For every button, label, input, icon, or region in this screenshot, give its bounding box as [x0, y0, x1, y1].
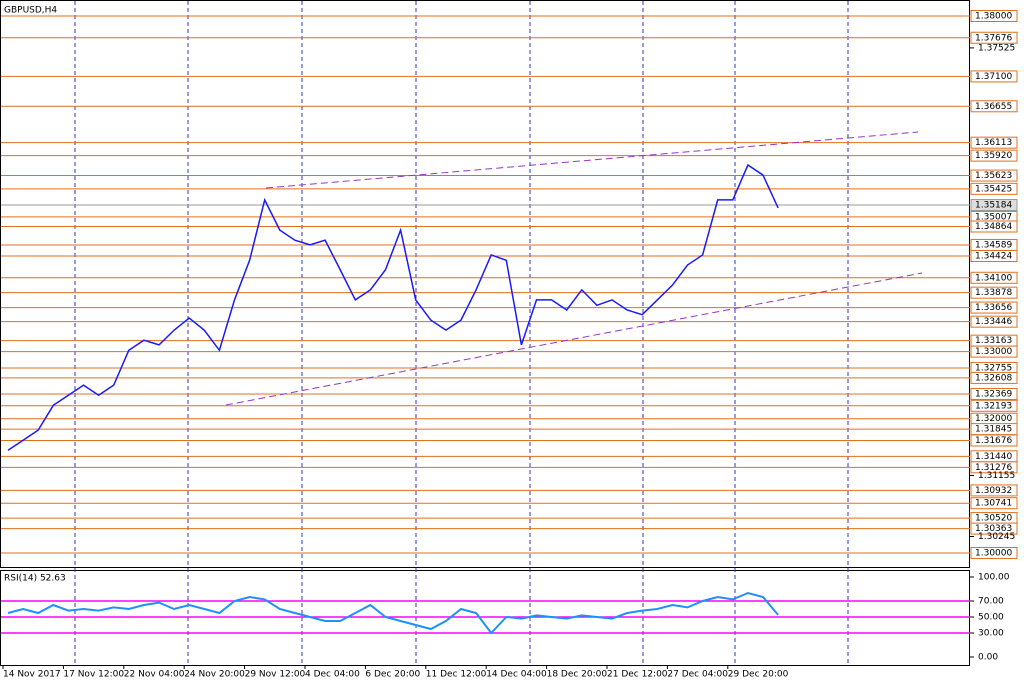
x-tick-label: 24 Nov 20:00 — [184, 670, 245, 680]
level-label: 1.37100 — [975, 72, 1012, 82]
level-label-box — [970, 434, 1018, 447]
trend-lines — [225, 131, 923, 406]
rsi-title: RSI(14) 52.63 — [4, 574, 66, 584]
level-label-box — [970, 10, 1018, 23]
current-price-box — [970, 199, 1018, 212]
level-label: 1.33656 — [975, 303, 1012, 313]
level-label: 1.35920 — [975, 151, 1012, 161]
level-label: 1.34864 — [975, 222, 1012, 232]
x-tick-label: 18 Dec 20:00 — [547, 670, 608, 680]
level-label-box — [970, 345, 1018, 358]
level-label: 1.34589 — [975, 240, 1012, 250]
level-label-box — [970, 461, 1018, 474]
x-tick-label: 4 Dec 04:00 — [305, 670, 360, 680]
level-label: 1.38000 — [975, 12, 1012, 22]
level-label: 1.32755 — [975, 364, 1012, 374]
level-label: 1.33000 — [975, 347, 1012, 357]
x-tick-label: 6 Dec 20:00 — [365, 670, 420, 680]
level-label-box — [970, 546, 1018, 559]
level-label: 1.33446 — [975, 317, 1012, 327]
level-label: 1.36655 — [975, 102, 1012, 112]
level-label-box — [970, 182, 1018, 195]
chart-title: GBPUSD,H4 — [4, 6, 57, 16]
level-label-box — [970, 387, 1018, 400]
x-tick-label: 17 Nov 12:00 — [63, 670, 124, 680]
level-label: 1.32193 — [975, 401, 1012, 411]
levels: 1.38000 1.37676 1.37100 1.36655 1.36113 1.359… — [1, 10, 1018, 559]
level-label: 1.30932 — [975, 486, 1012, 496]
level-label: 1.30520 — [975, 514, 1012, 524]
level-label: 1.30000 — [975, 548, 1012, 558]
level-label: 1.35425 — [975, 184, 1012, 194]
level-label: 1.32000 — [975, 414, 1012, 424]
x-tick-label: 22 Nov 04:00 — [124, 670, 185, 680]
level-label-box — [970, 522, 1018, 535]
level-label-box — [970, 70, 1018, 83]
level-label: 1.31676 — [975, 436, 1012, 446]
price-panel — [0, 0, 970, 568]
y-tick-label: 0.00 — [978, 653, 998, 663]
level-label: 1.34424 — [975, 252, 1012, 262]
level-label: 1.32608 — [975, 373, 1012, 383]
x-tick-label: 29 Nov 12:00 — [245, 670, 306, 680]
level-label-box — [970, 136, 1018, 149]
y-tick-label: 30.00 — [978, 629, 1004, 639]
level-label-box — [970, 286, 1018, 299]
level-label-box — [970, 315, 1018, 328]
level-label: 1.34100 — [975, 273, 1012, 283]
rsi-panel — [0, 570, 970, 666]
level-label: 1.30363 — [975, 524, 1012, 534]
level-label: 1.36113 — [975, 138, 1012, 148]
x-tick-label: 29 Dec 20:00 — [728, 670, 789, 680]
y-tick-label: 100.00 — [978, 573, 1010, 583]
level-label: 1.30741 — [975, 499, 1012, 509]
vertical-grid — [74, 1, 849, 665]
level-label-box — [970, 271, 1018, 284]
level-label-box — [970, 399, 1018, 412]
level-label: 1.31845 — [975, 425, 1012, 435]
price-line — [7, 163, 779, 451]
level-label: 1.32369 — [975, 389, 1012, 399]
level-label: 1.35007 — [975, 212, 1012, 222]
x-tick-label: 11 Dec 12:00 — [426, 670, 487, 680]
level-label-box — [970, 220, 1018, 233]
x-tick-label: 14 Dec 04:00 — [486, 670, 547, 680]
level-label-box — [970, 250, 1018, 263]
level-label: 1.37676 — [975, 33, 1012, 43]
level-label-box — [970, 301, 1018, 314]
y-tick-label: 1.30245 — [978, 532, 1015, 542]
level-label: 1.31440 — [975, 452, 1012, 462]
level-label: 1.31276 — [975, 463, 1012, 473]
level-label-box — [970, 149, 1018, 162]
level-label: 1.33163 — [975, 336, 1012, 346]
current-price-label: 1.35184 — [975, 201, 1012, 211]
x-tick-label: 21 Dec 12:00 — [607, 670, 668, 680]
level-label: 1.35623 — [975, 171, 1012, 181]
y-tick-label: 50.00 — [978, 613, 1004, 623]
x-tick-label: 27 Dec 04:00 — [667, 670, 728, 680]
level-label-box — [970, 100, 1018, 113]
x-tick-label: 14 Nov 2017 — [3, 670, 61, 680]
level-label-box — [970, 484, 1018, 497]
level-label-box — [970, 31, 1018, 44]
level-label: 1.33878 — [975, 288, 1012, 298]
y-tick-label: 1.31155 — [978, 471, 1015, 481]
level-label-box — [970, 497, 1018, 510]
level-label-box — [970, 169, 1018, 182]
y-tick-label: 1.37525 — [978, 43, 1015, 53]
price-line — [7, 591, 779, 635]
y-tick-label: 70.00 — [978, 597, 1004, 607]
level-label-box — [970, 371, 1018, 384]
